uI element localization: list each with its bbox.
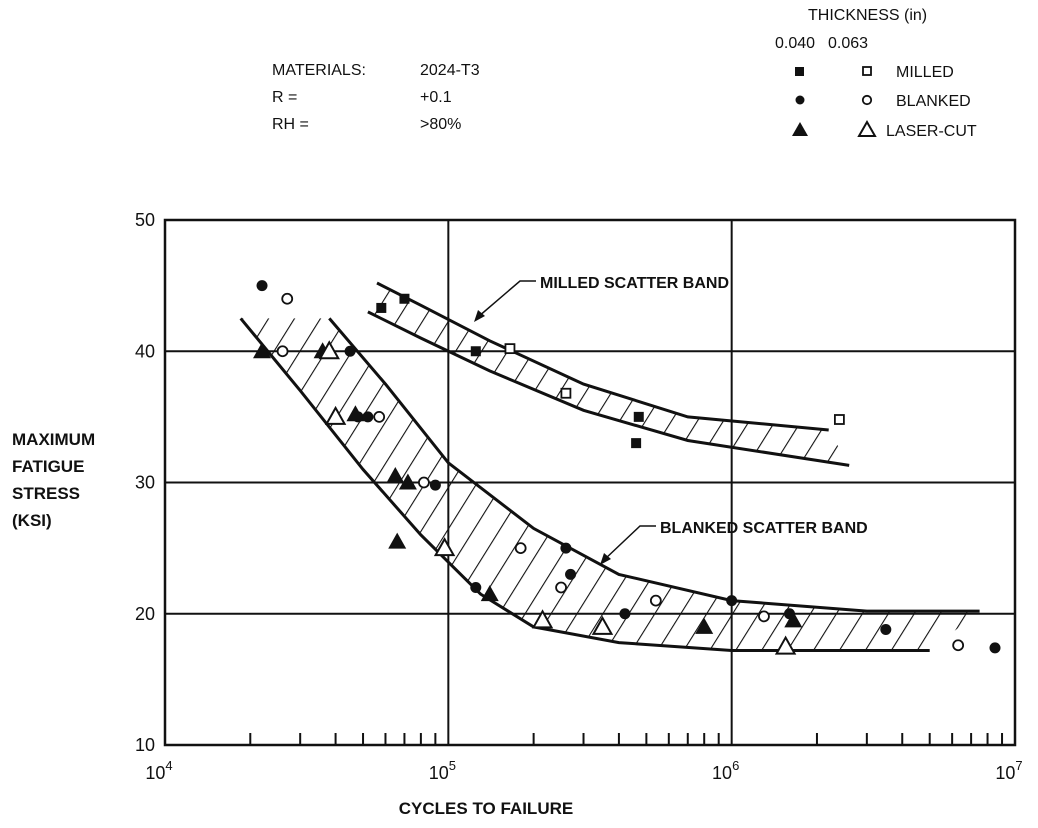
legend-title: THICKNESS (in) (808, 7, 927, 24)
laser-cut-0-040-point (398, 473, 417, 490)
x-tick-label: 105 (429, 758, 456, 783)
blanked-scatter-band-hatch (240, 318, 980, 651)
blanked-0-063-point (373, 410, 386, 423)
blanked-0-040-point (880, 624, 892, 635)
data-points (253, 280, 1001, 655)
y-axis-title-line-2: FATIGUE (12, 457, 84, 476)
y-tick-label: 50 (135, 210, 155, 230)
laser-cut-0-040-point (346, 405, 365, 422)
blanked-0-063-point (514, 542, 527, 555)
milled-0-063-point (560, 387, 572, 399)
milled-scatter-band-upper-edge (376, 281, 829, 432)
blanked-0-063-point (758, 610, 770, 623)
laser-cut-0-063-point (318, 340, 340, 360)
blanked-0-063-point (418, 476, 430, 489)
legend-marker-laser-filled (792, 122, 808, 136)
y-tick-label: 30 (135, 473, 155, 493)
legend-col-0040: 0.040 (775, 35, 815, 52)
scatter-bands (239, 281, 980, 652)
legend-label-laser-cut: LASER-CUT (886, 123, 977, 140)
legend-label-milled: MILLED (896, 64, 954, 81)
annotation-blanked-arrowhead (600, 553, 611, 565)
legend-marker-milled-open (862, 66, 872, 76)
annotation-blanked-leader (603, 525, 656, 561)
milled-scatter-band-hatch (367, 283, 850, 466)
milled-0-063-point (833, 414, 845, 425)
laser-cut-0-040-point (386, 466, 405, 483)
x-tick-label: 104 (145, 758, 172, 783)
blanked-0-040-point (560, 542, 572, 554)
plot-border (163, 218, 1017, 747)
milled-0-040-point (470, 346, 481, 357)
legend-marker-milled-filled (795, 67, 804, 76)
blanked-scatter-band-upper-edge (328, 317, 980, 613)
x-tick-label: 107 (995, 758, 1022, 783)
blanked-0-063-point (555, 581, 567, 594)
blanked-0-063-point (281, 292, 294, 305)
laser-cut-0-063-point (591, 615, 614, 635)
legend-marker-blanked-filled (795, 95, 805, 105)
conditions-value-rh: >80% (420, 116, 461, 133)
blanked-0-040-point (989, 642, 1001, 654)
annotation-milled-band: MILLED SCATTER BAND (540, 275, 729, 292)
milled-0-063-point (504, 343, 516, 355)
milled-0-040-point (399, 293, 410, 304)
y-tick-label: 40 (135, 341, 155, 361)
laser-cut-0-040-point (480, 585, 499, 602)
y-axis-title-line-4: (KSI) (12, 511, 52, 530)
conditions-value-r: +0.1 (420, 89, 452, 106)
laser-cut-0-063-point (324, 405, 347, 425)
blanked-0-063-point (276, 345, 289, 358)
test-conditions: MATERIALS: 2024-T3 R = +0.1 RH = >80% (272, 62, 480, 133)
x-tick-label: 106 (712, 758, 739, 783)
blanked-0-040-point (344, 345, 356, 357)
laser-cut-0-040-point (784, 611, 803, 628)
laser-cut-0-063-point (774, 635, 797, 655)
blanked-0-063-point (649, 594, 662, 607)
milled-scatter-band-lower-edge (367, 310, 850, 467)
laser-cut-0-040-point (253, 342, 272, 359)
legend-marker-blanked-open (861, 94, 873, 106)
conditions-value-materials: 2024-T3 (420, 62, 480, 79)
blanked-0-040-point (470, 582, 482, 593)
legend-marker-laser-open (857, 119, 877, 137)
y-tick-label: 10 (135, 735, 155, 755)
x-axis-title: CYCLES TO FAILURE (399, 799, 573, 818)
annotation-milled-arrowhead (474, 310, 485, 322)
band-annotations: MILLED SCATTER BAND BLANKED SCATTER BAND (474, 275, 868, 565)
blanked-0-040-point (429, 479, 441, 491)
y-tick-label: 20 (135, 604, 155, 624)
legend-col-0063: 0.063 (828, 35, 868, 52)
y-axis-title-line-1: MAXIMUM (12, 430, 95, 449)
milled-0-040-point (631, 438, 642, 449)
milled-0-040-point (376, 302, 387, 313)
laser-cut-0-040-point (388, 532, 407, 549)
y-axis-title-line-3: STRESS (12, 484, 80, 503)
legend-label-blanked: BLANKED (896, 93, 971, 110)
annotation-blanked-band: BLANKED SCATTER BAND (660, 520, 868, 537)
blanked-0-040-point (256, 280, 268, 292)
laser-cut-0-063-point (433, 537, 456, 557)
blanked-0-040-point (362, 411, 374, 423)
blanked-0-063-point (952, 639, 965, 652)
laser-cut-0-063-point (531, 609, 554, 629)
blanked-0-040-point (619, 608, 631, 620)
conditions-label-r: R = (272, 89, 297, 106)
milled-0-040-point (633, 411, 644, 422)
blanked-scatter-band-lower-edge (239, 317, 930, 652)
axis-ticks: 10 20 30 40 50 104 105 106 107 (135, 210, 1023, 783)
plot-frame (163, 218, 1017, 747)
laser-cut-0-040-point (695, 617, 714, 634)
conditions-label-rh: RH = (272, 116, 309, 133)
legend: THICKNESS (in) 0.040 0.063 MILLED BLANKE… (775, 7, 977, 140)
blanked-0-040-point (726, 595, 738, 607)
y-axis-title: MAXIMUM FATIGUE STRESS (KSI) (12, 430, 95, 530)
blanked-0-040-point (565, 568, 577, 580)
annotation-milled-leader (477, 280, 536, 318)
conditions-label-materials: MATERIALS: (272, 62, 366, 79)
